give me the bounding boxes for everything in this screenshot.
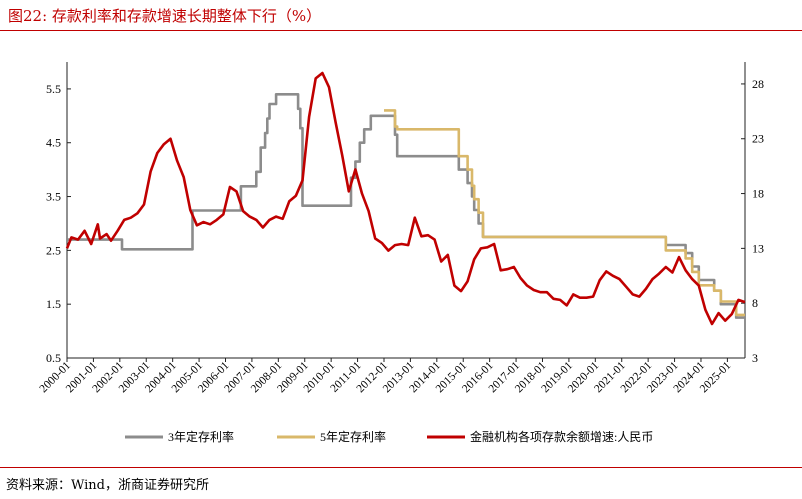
y-right-tick-label: 23 <box>752 132 764 146</box>
series-line-1 <box>67 93 745 319</box>
legend-label-3: 金融机构各项存款余额增速:人民币 <box>470 429 653 444</box>
legend-label-2: 5年定存利率 <box>320 429 386 444</box>
figure-title: 图22: 存款利率和存款增速长期整体下行（%） <box>8 7 322 25</box>
y-right-tick-label: 28 <box>752 77 764 91</box>
chart-axes: 0.51.52.53.54.55.538131823282000-012001-… <box>38 62 764 395</box>
y-left-tick-label: 4.5 <box>46 136 61 150</box>
title-divider <box>0 30 802 31</box>
series-line-2 <box>384 109 745 317</box>
y-left-tick-label: 5.5 <box>46 82 61 96</box>
y-right-tick-label: 3 <box>752 351 758 365</box>
series-line-3 <box>65 71 746 326</box>
source-divider <box>0 467 802 468</box>
y-left-tick-label: 3.5 <box>46 190 61 204</box>
y-left-tick-label: 1.5 <box>46 297 61 311</box>
figure-source: 资料来源：Wind，浙商证券研究所 <box>6 478 209 493</box>
legend-label-1: 3年定存利率 <box>168 429 234 444</box>
line-chart: 0.51.52.53.54.55.538131823282000-012001-… <box>38 62 764 444</box>
y-right-tick-label: 18 <box>752 187 764 201</box>
y-left-tick-label: 2.5 <box>46 243 61 257</box>
chart-legend: 3年定存利率 5年定存利率 金融机构各项存款余额增速:人民币 <box>125 429 653 444</box>
chart-series <box>65 71 746 326</box>
y-right-tick-label: 13 <box>752 241 764 255</box>
y-right-tick-label: 8 <box>752 296 758 310</box>
y-left-tick-label: 0.5 <box>46 351 61 365</box>
